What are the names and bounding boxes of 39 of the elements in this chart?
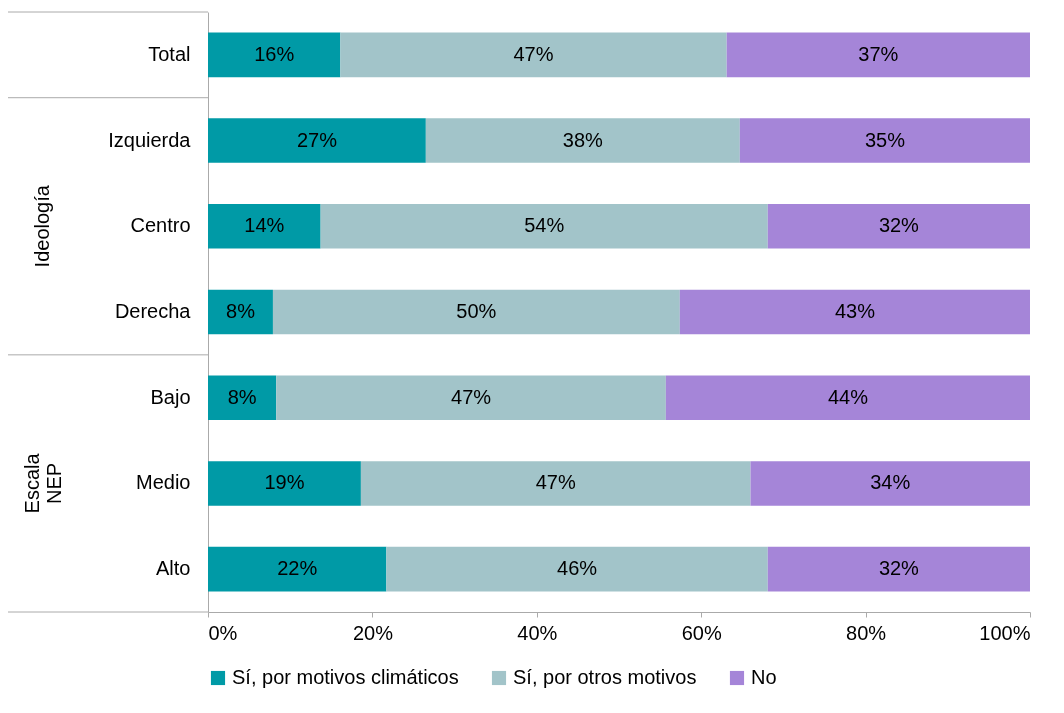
x-tick-label: 80% [846,621,887,644]
data-label: 8% [227,385,257,408]
x-tick-label: 0% [208,621,238,644]
data-label: 54% [524,214,565,237]
legend-label: No [751,666,777,688]
data-label: 16% [254,42,295,65]
x-tick-label: 60% [681,621,722,644]
y-tick-label: Total [148,42,191,65]
legend-label: Sí, por motivos climáticos [232,666,459,688]
data-label: 27% [296,128,338,151]
data-label: 32% [878,214,920,237]
data-label: 47% [513,42,554,65]
x-tick-label: 40% [517,621,558,644]
data-label: 44% [827,385,869,408]
y-tick-label: Medio [136,471,191,494]
data-label: 50% [456,300,497,322]
data-label: 19% [264,471,305,494]
data-label: 37% [858,42,899,65]
data-label: 46% [557,557,598,580]
data-label: 38% [562,128,604,151]
y-tick-label: Centro [130,214,191,237]
data-label: 14% [244,214,285,237]
data-label: 32% [878,557,920,580]
text: Escala NEP [21,452,65,514]
legend-label: Sí, por otros motivos [513,666,697,688]
y-tick-label: Derecha [114,300,192,322]
data-label: 22% [277,557,318,580]
data-label: 47% [451,385,492,408]
text: Ideología [31,184,53,268]
x-tick-label: 20% [352,621,394,644]
y-tick-label: Izquierda [108,128,192,151]
data-label: 8% [226,300,256,322]
y-tick-label: Alto [156,557,191,580]
y-tick-label: Bajo [150,385,191,408]
x-tick-label: 100% [979,621,1031,644]
data-label: 35% [864,128,906,151]
data-label: 34% [870,471,911,494]
data-label: 47% [535,471,576,494]
data-label: 43% [834,300,876,322]
